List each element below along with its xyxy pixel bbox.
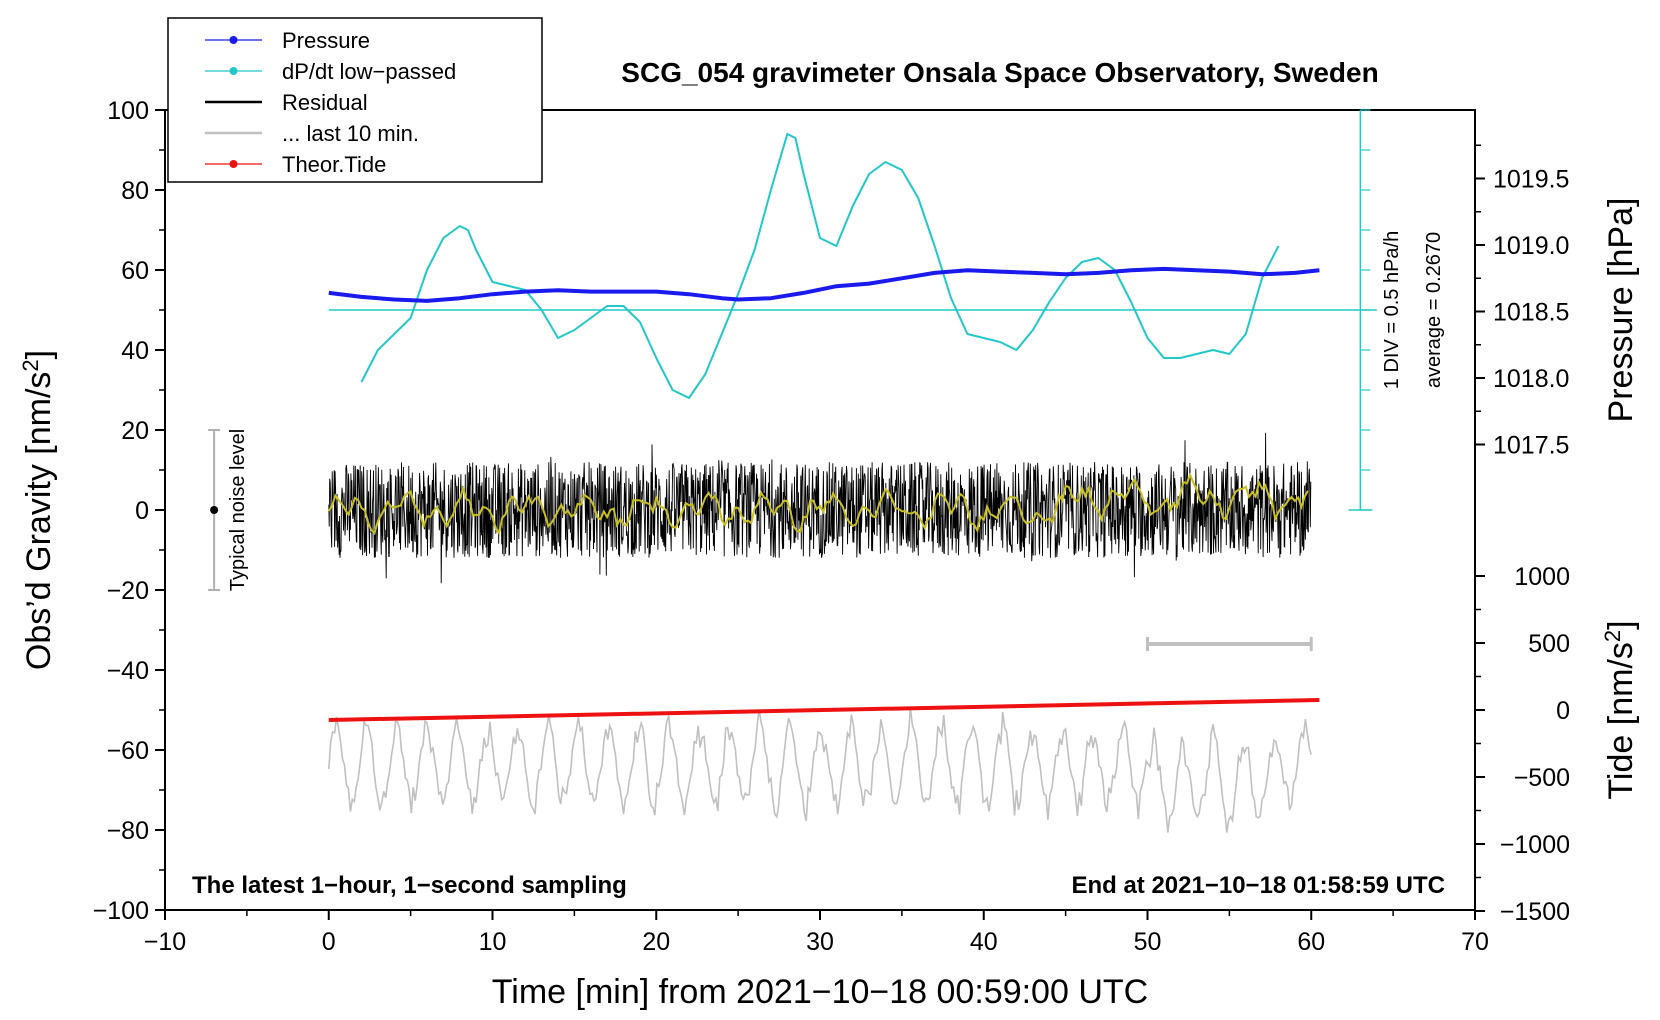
- y-left-label-sup: 2: [18, 359, 43, 371]
- pressure-axis-ticks: 1019.5 1019.0 1018.5 1018.0 1017.5: [1475, 144, 1569, 460]
- tide-tick-label: −500: [1514, 764, 1570, 792]
- legend-marker: [229, 160, 238, 168]
- typical-noise-bar: [208, 429, 221, 591]
- legend-label: Theor.Tide: [282, 152, 386, 177]
- pressure-tick-label: 1017.5: [1493, 432, 1569, 460]
- y-tick-label: −20: [107, 577, 149, 605]
- dpdt-scale-axis: [328, 109, 1377, 511]
- tide-tick-label: 1000: [1514, 563, 1570, 591]
- tide-label-main: Tide [nm/s: [1602, 642, 1640, 799]
- x-tick-label: 40: [970, 928, 998, 956]
- x-axis-label: Time [min] from 2021−10−18 00:59:00 UTC: [492, 973, 1148, 1011]
- y-tick-label: 0: [135, 497, 149, 525]
- pressure-axis-note-2: average = 0.2670: [1423, 232, 1445, 388]
- x-tick-label: 60: [1297, 928, 1325, 956]
- y-left-label-main: Obs’d Gravity [nm/s: [20, 372, 58, 671]
- x-tick-label: −10: [144, 928, 186, 956]
- legend-marker: [229, 36, 238, 44]
- y-tick-label: −100: [93, 897, 149, 925]
- legend-label: Residual: [282, 90, 368, 115]
- y-tick-label: −40: [107, 657, 149, 685]
- y-axis-tide-label: Tide [nm/s2]: [1600, 620, 1640, 799]
- footer-right: End at 2021−10−18 01:58:59 UTC: [1071, 872, 1445, 899]
- legend-marker: [229, 67, 238, 75]
- x-axis-ticks: −10 0 10 20 30 40 50 60 70: [144, 910, 1489, 956]
- y-tick-label: 40: [121, 337, 149, 365]
- y-axis-left-ticks: 100 80 60 40 20 0 −20 −40 −60 −80 −100: [93, 97, 165, 925]
- footer-left: The latest 1−hour, 1−second sampling: [192, 872, 627, 899]
- legend-box: [167, 17, 543, 183]
- series-layer: [327, 133, 1320, 833]
- pressure-axis-note-1: 1 DIV = 0.5 hPa/h: [1381, 231, 1403, 389]
- series-residual-smoothed: [327, 472, 1309, 536]
- legend-label: ... last 10 min.: [282, 121, 419, 146]
- series-last-10-min: [328, 707, 1312, 833]
- pressure-tick-label: 1018.0: [1493, 365, 1569, 393]
- y-tick-label: 80: [121, 177, 149, 205]
- tide-tick-label: −1500: [1500, 898, 1570, 926]
- y-tick-label: −80: [107, 817, 149, 845]
- y-axis-left-label: Obs’d Gravity [nm/s2]: [18, 350, 58, 670]
- legend-label: dP/dt low−passed: [282, 59, 456, 84]
- x-tick-label: 50: [1134, 928, 1162, 956]
- ten-minute-scale-bar: [1146, 637, 1313, 651]
- tide-axis-ticks: 1000 500 0 −500 −1000 −1500: [1475, 563, 1570, 926]
- y-tick-label: 60: [121, 257, 149, 285]
- series-dpdt: [360, 133, 1280, 399]
- y-tick-label: 20: [121, 417, 149, 445]
- x-tick-label: 0: [322, 928, 336, 956]
- y-axis-pressure-label: Pressure [hPa]: [1602, 198, 1640, 423]
- noise-bar-label: Typical noise level: [227, 429, 249, 591]
- pressure-tick-label: 1019.0: [1493, 232, 1569, 260]
- legend: Pressure dP/dt low−passed Residual ... last…: [167, 17, 543, 183]
- series-theor-tide: [328, 698, 1320, 722]
- x-tick-label: 20: [642, 928, 670, 956]
- y-tick-label: 100: [107, 97, 149, 125]
- tide-tick-label: 500: [1528, 630, 1570, 658]
- pressure-tick-label: 1019.5: [1493, 166, 1569, 194]
- tide-tick-label: −1000: [1500, 831, 1570, 859]
- tide-label-end: ]: [1602, 620, 1640, 629]
- x-tick-label: 10: [479, 928, 507, 956]
- series-pressure: [328, 266, 1320, 303]
- pressure-tick-label: 1018.5: [1493, 299, 1569, 327]
- y-left-label-end: ]: [20, 350, 58, 359]
- x-tick-label: 70: [1461, 928, 1489, 956]
- legend-label: Pressure: [282, 28, 370, 53]
- tide-tick-label: 0: [1556, 697, 1570, 725]
- series-residual: [328, 432, 1312, 584]
- noise-bar-dot: [210, 506, 219, 514]
- y-tick-label: −60: [107, 737, 149, 765]
- tide-label-sup: 2: [1600, 630, 1625, 642]
- x-tick-label: 30: [806, 928, 834, 956]
- chart-title: SCG_054 gravimeter Onsala Space Observat…: [621, 57, 1378, 88]
